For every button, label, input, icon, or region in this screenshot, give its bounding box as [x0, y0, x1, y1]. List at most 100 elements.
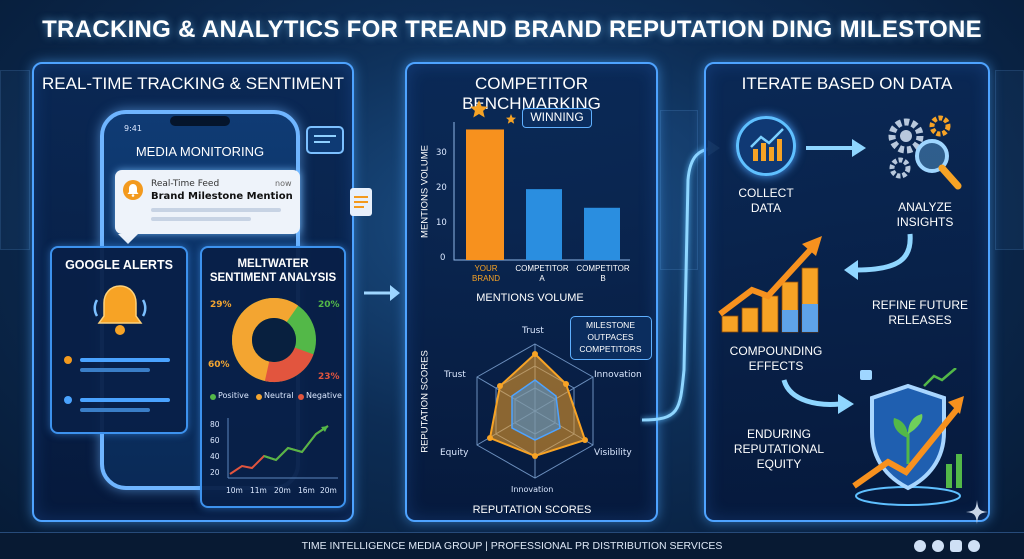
alert-dot — [64, 396, 72, 404]
radar-axis-label: Trust — [522, 326, 544, 336]
meltwater-title: MELTWATER — [237, 258, 309, 270]
bar-label-your-brand-2: BRAND — [471, 274, 500, 283]
bar-competitor-a — [526, 189, 562, 260]
legend-neutral: Neutral — [264, 391, 294, 400]
callout-text: MILESTONE — [586, 320, 635, 330]
tiktok-icon[interactable] — [968, 540, 980, 552]
y-tick: 60 — [210, 436, 220, 445]
radar-axis-label: Innovation — [511, 485, 554, 494]
x-tick: 16m — [298, 486, 315, 495]
callout-text: COMPETITORS — [579, 344, 642, 354]
curved-arrow-icon — [844, 233, 913, 280]
panel-title: ITERATE BASED ON DATA — [741, 74, 953, 93]
panel-title: REAL-TIME TRACKING & SENTIMENT — [42, 74, 344, 93]
bar-your-brand — [466, 129, 504, 260]
enduring-label-3: EQUITY — [756, 457, 802, 471]
y-tick: 40 — [210, 452, 220, 461]
phone-time: 9:41 — [124, 124, 142, 133]
donut-label: 60% — [208, 360, 230, 370]
legend-dot-negative — [298, 394, 304, 400]
speech-tail — [118, 234, 138, 244]
bar-y-axis-label: MENTIONS VOLUME — [419, 145, 431, 238]
legend-dot-positive — [210, 394, 216, 400]
mini-line-chart — [227, 418, 338, 479]
radar-x-axis-label: REPUTATION SCORES — [472, 504, 592, 516]
legend-dot-neutral — [256, 394, 262, 400]
bar-y-tick: 0 — [440, 253, 446, 263]
sparkle-icon — [966, 500, 988, 524]
compounding-growth-icon — [718, 236, 822, 333]
bar-y-tick: 20 — [436, 183, 447, 193]
background-window — [660, 110, 698, 270]
milestone-callout: MILESTONE OUTPACES COMPETITORS — [570, 316, 652, 360]
x-tick: 10m — [226, 486, 243, 495]
radar-axis-label: Visibility — [594, 448, 632, 458]
bar-label-competitor-b-2: B — [600, 274, 606, 283]
twitter-icon[interactable] — [914, 540, 926, 552]
alert-line — [80, 408, 150, 412]
x-tick: 20m — [274, 486, 291, 495]
collect-data-icon — [736, 116, 796, 176]
placeholder-line — [151, 208, 281, 212]
donut-label: 20% — [318, 300, 340, 310]
bell-icon — [90, 280, 150, 342]
sentiment-donut — [232, 298, 316, 382]
background-window — [0, 70, 30, 250]
radar-axis-label: Trust — [444, 370, 466, 380]
y-tick: 20 — [210, 468, 220, 477]
alert-line — [80, 398, 170, 402]
alert-line — [80, 368, 150, 372]
footer-bar — [0, 532, 1024, 559]
chat-icon — [306, 126, 344, 154]
shield-growth-icon — [852, 368, 964, 506]
notification-text: Brand Milestone Mention — [151, 191, 293, 202]
meltwater-subtitle: SENTIMENT ANALYSIS — [209, 272, 337, 284]
bar-label-your-brand: YOUR — [474, 264, 498, 273]
analyze-label: ANALYZE — [898, 200, 952, 214]
google-alerts-title: GOOGLE ALERTS — [65, 258, 173, 272]
star-icon — [470, 100, 488, 118]
social-icons — [914, 540, 1010, 554]
facebook-icon[interactable] — [932, 540, 944, 552]
footer-text: TIME INTELLIGENCE MEDIA GROUP | PROFESSI… — [301, 540, 723, 552]
donut-label: 23% — [318, 372, 340, 382]
winning-badge: WINNING — [522, 108, 592, 128]
radar-axis-label: Innovation — [594, 370, 642, 380]
collect-label: COLLECT — [738, 186, 794, 200]
callout-text: OUTPACES — [587, 332, 634, 342]
bar-y-tick: 30 — [436, 148, 447, 158]
bar-label-competitor-b: COMPETITOR — [576, 264, 630, 273]
compounding-label-2: EFFECTS — [748, 359, 804, 373]
enduring-label: ENDURING — [746, 427, 811, 441]
curved-arrow-icon — [781, 379, 854, 414]
document-icon — [350, 188, 372, 216]
legend-negative: Negative — [306, 391, 342, 400]
y-tick: 80 — [210, 420, 220, 429]
analyze-label-2: INSIGHTS — [896, 215, 954, 229]
refine-label-2: RELEASES — [888, 313, 952, 327]
media-monitoring-header: MEDIA MONITORING — [135, 144, 265, 159]
compounding-label: COMPOUNDING — [729, 344, 823, 358]
reputation-radar-chart — [476, 343, 594, 479]
x-tick: 11m — [250, 486, 267, 495]
placeholder-line — [151, 217, 251, 221]
enduring-label-2: REPUTATIONAL — [733, 442, 825, 456]
x-tick: 20m — [320, 486, 337, 495]
arrow-right-icon — [806, 139, 866, 157]
legend-positive: Positive — [218, 391, 249, 400]
instagram-icon[interactable] — [950, 540, 962, 552]
star-icon — [506, 114, 516, 124]
bar-y-tick: 10 — [436, 218, 447, 228]
page-title: TRACKING & ANALYTICS FOR TREAND BRAND RE… — [42, 16, 982, 43]
notification-card[interactable]: Real-Time Feed now Brand Milestone Menti… — [115, 170, 300, 234]
background-window — [995, 70, 1024, 250]
analyze-insights-icon — [880, 112, 970, 194]
arrow-right-icon — [364, 285, 400, 301]
alert-dot — [64, 356, 72, 364]
collect-label-2: DATA — [750, 201, 782, 215]
radar-axis-label: Equity — [440, 448, 469, 458]
google-alerts-card: GOOGLE ALERTS — [50, 246, 188, 434]
bar-competitor-b — [584, 207, 620, 260]
meltwater-sentiment-card: MELTWATER SENTIMENT ANALYSIS 29% 20% 23%… — [200, 246, 346, 508]
mentions-bar-chart — [453, 122, 630, 261]
